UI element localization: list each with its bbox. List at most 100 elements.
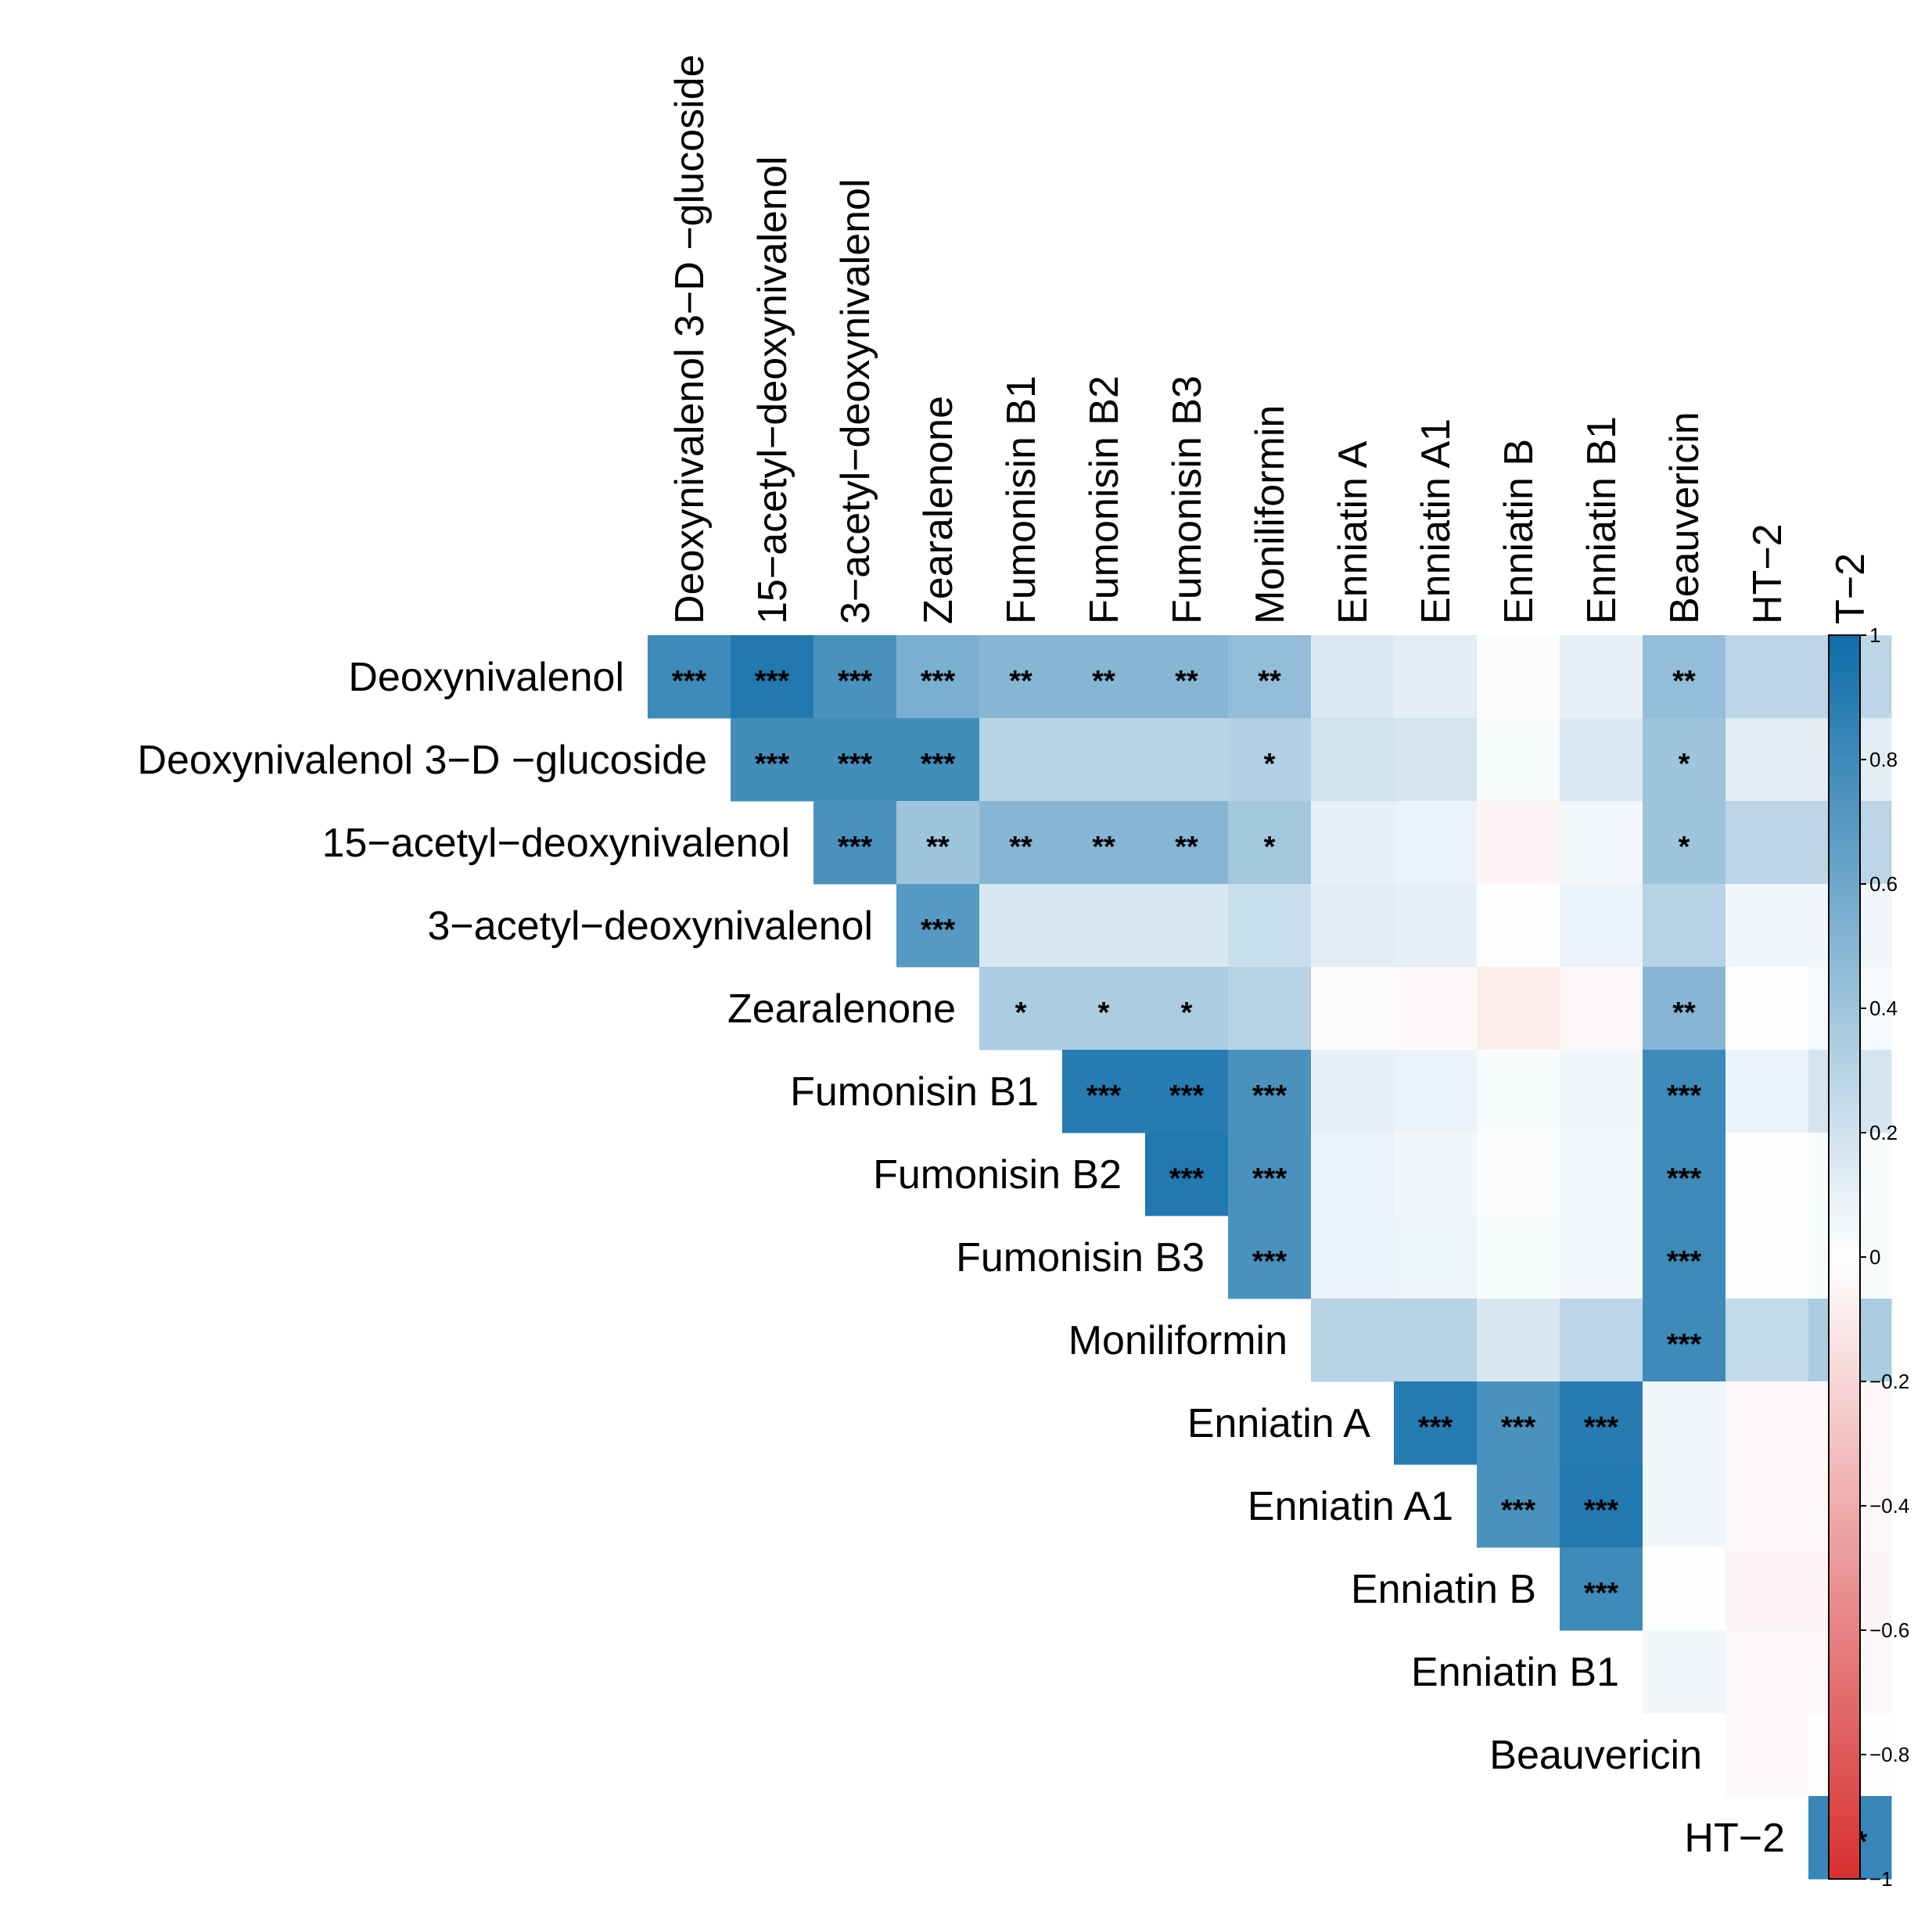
row-label: Fumonisin B2: [873, 1152, 1122, 1198]
colorbar-tick-label: 0.4: [1869, 997, 1898, 1020]
heatmap-cell: [1560, 1299, 1643, 1382]
colorbar-tick-label: 0: [1869, 1245, 1880, 1269]
heatmap-cell: [1394, 967, 1478, 1051]
heatmap-cell: [1311, 635, 1395, 719]
heatmap-cell: [1311, 884, 1395, 968]
colorbar-tick-label: 0.8: [1869, 748, 1898, 771]
column-label: Deoxynivalenol 3−D −glucoside: [667, 55, 713, 624]
significance-mark: *: [1264, 831, 1276, 864]
heatmap-cell: [1062, 1050, 1146, 1133]
colorbar-tick-label: −0.2: [1869, 1370, 1909, 1393]
heatmap-cell: [1477, 801, 1560, 885]
significance-mark: **: [1175, 665, 1198, 698]
significance-mark: **: [1009, 665, 1032, 698]
significance-mark: **: [926, 831, 950, 864]
significance-mark: **: [1009, 831, 1032, 864]
row-label: Deoxynivalenol: [348, 655, 624, 700]
heatmap-cell: [1560, 635, 1643, 719]
heatmap-cell: [1145, 884, 1229, 968]
column-label: Enniatin A1: [1413, 418, 1459, 624]
colorbar-tick-label: 0.6: [1869, 872, 1898, 896]
heatmap-cell: [1062, 884, 1146, 968]
significance-mark: *: [1264, 748, 1276, 781]
column-label: Fumonisin B2: [1082, 375, 1127, 624]
heatmap-cell: [1477, 1050, 1560, 1133]
column-label: Beauvericin: [1662, 411, 1708, 624]
heatmap-cell: [979, 801, 1063, 885]
heatmap-cell: [1477, 1133, 1560, 1216]
heatmap-cell: [1394, 718, 1478, 802]
heatmap-cell: [1560, 1133, 1643, 1216]
heatmap-cell: [1062, 635, 1146, 719]
column-label: Fumonisin B3: [1165, 375, 1210, 624]
column-label: Enniatin B1: [1579, 416, 1625, 624]
significance-mark: *: [1015, 997, 1027, 1029]
heatmap-cell: [1477, 884, 1560, 968]
row-label: Enniatin B1: [1411, 1650, 1619, 1695]
heatmap-cell: [1394, 1050, 1478, 1133]
significance-mark: ***: [672, 665, 707, 698]
significance-mark: **: [1672, 997, 1696, 1029]
column-label: HT−2: [1745, 523, 1790, 624]
heatmap-cell: [979, 884, 1063, 968]
significance-mark: ***: [1584, 1494, 1619, 1527]
heatmap-cell: [979, 967, 1063, 1051]
row-label: Enniatin B: [1351, 1567, 1536, 1612]
significance-mark: ***: [1086, 1079, 1122, 1112]
heatmap-cell: [1394, 1216, 1478, 1299]
heatmap-cell: [1643, 884, 1726, 968]
heatmap-cell: [1560, 1216, 1643, 1299]
significance-mark: *: [1181, 997, 1193, 1029]
significance-mark: ***: [1501, 1494, 1536, 1527]
row-label: 3−acetyl−deoxynivalenol: [427, 903, 873, 949]
heatmap-cell: [1145, 801, 1229, 885]
heatmap-cell: [1062, 967, 1146, 1051]
heatmap-cell: [1560, 884, 1643, 968]
significance-mark: *: [1098, 997, 1110, 1029]
row-labels: Deoxynivalenol Deoxynivalenol 3−D −glucos…: [138, 655, 1785, 1861]
significance-mark: ***: [1667, 1245, 1702, 1278]
row-label: 15−acetyl−deoxynivalenol: [322, 821, 790, 866]
heatmap-cell: [1062, 718, 1146, 802]
colorbar-tick-label: 0.2: [1869, 1121, 1898, 1144]
colorbar: 1 0.8 0.6 0.4 0.2 0 −0.2 −0.4 −0.6 −0.8 −1: [1828, 623, 1909, 1891]
heatmap-cell: [1643, 718, 1726, 802]
heatmap-cell: [1726, 1216, 1809, 1299]
column-label: Moniliformin: [1248, 405, 1293, 624]
row-label: Enniatin A: [1187, 1401, 1370, 1446]
heatmap-cell: [1145, 635, 1229, 719]
significance-mark: ***: [755, 665, 790, 698]
heatmap-cell: [648, 635, 731, 719]
significance-mark: ***: [1169, 1079, 1205, 1112]
heatmap-cell: [1560, 1547, 1643, 1631]
heatmap-cell: [1394, 801, 1478, 885]
heatmap-cell: [731, 718, 814, 802]
heatmap-cell: [1643, 1381, 1726, 1465]
row-label: Beauvericin: [1489, 1733, 1702, 1778]
heatmap-cell: [1311, 1050, 1395, 1133]
heatmap-cell: [1643, 1216, 1726, 1299]
significance-mark: **: [1092, 831, 1115, 864]
significance-mark: ***: [1584, 1411, 1619, 1444]
heatmap-cell: [896, 801, 980, 885]
heatmap-cell: [1311, 801, 1395, 885]
heatmap-cell: [1145, 1050, 1229, 1133]
heatmap-cell: [1062, 801, 1146, 885]
heatmap-cell: [1726, 635, 1809, 719]
heatmap-cell: [1726, 1464, 1809, 1548]
heatmap-cell: [1560, 718, 1643, 802]
heatmap-cell: [1228, 718, 1312, 802]
colorbar-ticks: 1 0.8 0.6 0.4 0.2 0 −0.2 −0.4 −0.6 −0.8 −1: [1860, 623, 1909, 1891]
heatmap-cell: [1477, 1216, 1560, 1299]
heatmap-cell: [1394, 635, 1478, 719]
row-label: HT−2: [1684, 1816, 1785, 1861]
heatmap-cell: [1228, 967, 1312, 1051]
colorbar-tick-label: −0.6: [1869, 1618, 1909, 1642]
heatmap-cell: [1560, 801, 1643, 885]
heatmap-cell: [1643, 1547, 1726, 1631]
heatmap-cell: [896, 884, 980, 968]
heatmap-cell: [1228, 884, 1312, 968]
heatmap-cell: [896, 635, 980, 719]
heatmap-cell: [1228, 1216, 1312, 1299]
